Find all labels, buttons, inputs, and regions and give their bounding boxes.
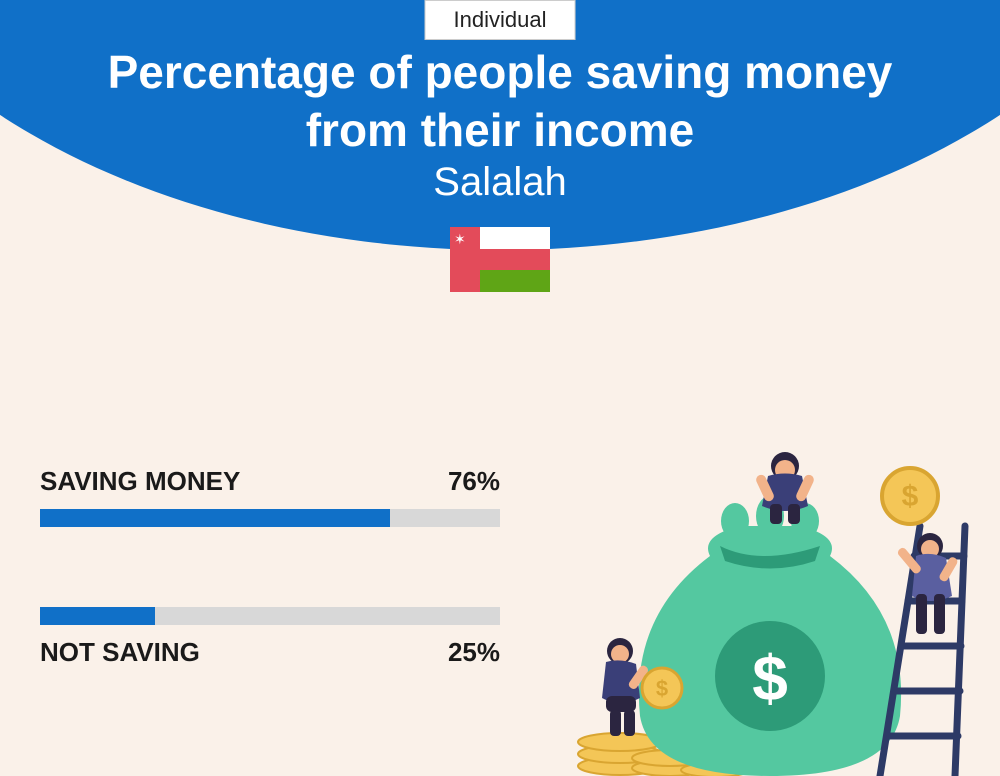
bar-saving-fill	[40, 509, 390, 527]
flag-emblem-icon: ✶	[454, 231, 466, 248]
bar-saving-label: SAVING MONEY	[40, 466, 240, 497]
flag-stripe-mid	[480, 249, 550, 271]
bar-not-saving-fill	[40, 607, 155, 625]
bar-saving: SAVING MONEY 76%	[40, 466, 500, 527]
svg-text:$: $	[902, 480, 919, 513]
person-ladder-icon: $	[882, 468, 959, 634]
bar-saving-value: 76%	[448, 466, 500, 497]
page-subtitle: Salalah	[0, 160, 1000, 205]
money-bag-icon: $	[639, 496, 901, 776]
bar-not-saving-value: 25%	[448, 637, 500, 668]
bar-chart: SAVING MONEY 76% NOT SAVING 25%	[40, 466, 500, 748]
bar-not-saving-label: NOT SAVING	[40, 637, 200, 668]
flag-stripe-bot	[480, 270, 550, 292]
bar-not-saving: NOT SAVING 25%	[40, 607, 500, 668]
bar-saving-track	[40, 509, 500, 527]
flag-oman: ✶	[450, 227, 550, 292]
svg-text:$: $	[752, 642, 788, 714]
page-title: Percentage of people saving money from t…	[0, 44, 1000, 159]
svg-text:$: $	[656, 676, 668, 701]
bar-not-saving-track	[40, 607, 500, 625]
flag-stripe-top	[480, 227, 550, 249]
category-badge: Individual	[425, 0, 576, 40]
savings-illustration: $ $ $	[560, 436, 980, 776]
